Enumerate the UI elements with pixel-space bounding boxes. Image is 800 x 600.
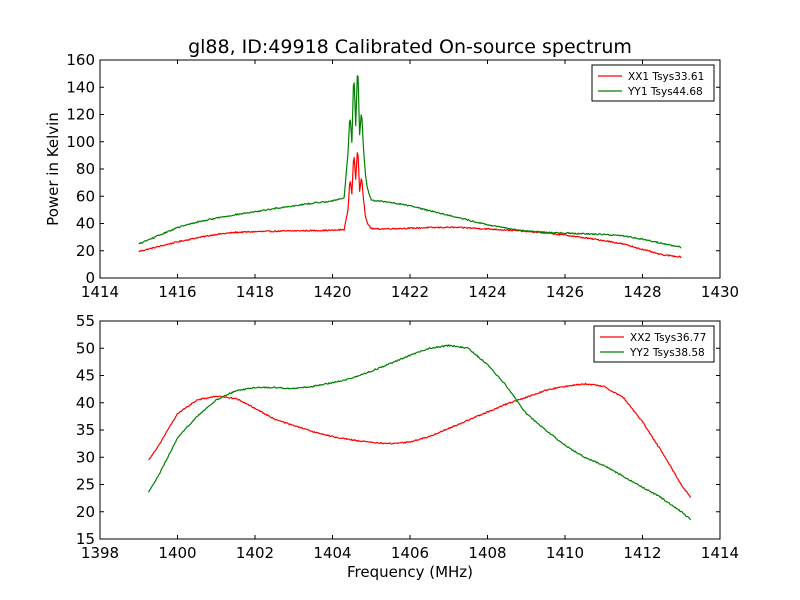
bottom-series-group — [147, 344, 692, 521]
top-y-tick-label: 100 — [66, 133, 95, 151]
top-y-tick-label: 0 — [85, 269, 95, 287]
top-y-tick-label: 40 — [76, 215, 95, 233]
top-series-group — [138, 75, 682, 259]
top-axes: 1414 1416 1418 1420 1422 1424 1426 1428 1430 0 20 4… — [44, 51, 739, 301]
top-y-tick-label: 80 — [76, 160, 95, 178]
bottom-y-tick-label: 40 — [76, 394, 95, 412]
top-x-tick-label: 1420 — [313, 283, 351, 301]
bottom-y-tick-label: 50 — [76, 339, 95, 357]
top-series-line-2 — [138, 75, 682, 249]
top-y-tick-label: 140 — [66, 78, 95, 96]
bottom-x-tick-label: 1400 — [158, 544, 196, 562]
bottom-x-tick-label: 1402 — [236, 544, 274, 562]
top-y-tick-label: 120 — [66, 106, 95, 124]
top-x-tick-label: 1422 — [391, 283, 429, 301]
top-x-tick-label: 1430 — [701, 283, 739, 301]
bottom-x-axis-label: Frequency (MHz) — [347, 563, 473, 581]
figure-title: gl88, ID:49918 Calibrated On-source spec… — [188, 36, 632, 58]
top-y-tick-label: 60 — [76, 187, 95, 205]
bottom-x-tick-label: 1410 — [546, 544, 584, 562]
top-x-tick-label: 1424 — [468, 283, 506, 301]
top-legend-label: YY1 Tsys44.68 — [627, 86, 703, 98]
bottom-y-tick-label: 30 — [76, 448, 95, 466]
top-x-tick-label: 1416 — [158, 283, 196, 301]
bottom-y-tick-label: 55 — [76, 312, 95, 330]
top-y-axis-label: Power in Kelvin — [44, 112, 62, 226]
bottom-y-tick-label: 25 — [76, 476, 95, 494]
top-y-tick-label: 160 — [66, 51, 95, 69]
bottom-y-tick-label: 15 — [76, 530, 95, 548]
bottom-x-tick-label: 1414 — [701, 544, 739, 562]
top-legend-box — [591, 64, 715, 102]
top-y-tick-label: 20 — [76, 242, 95, 260]
bottom-legend: XX2 Tsys36.77 YY2 Tsys38.58 — [593, 325, 715, 363]
bottom-y-tick-label: 20 — [76, 503, 95, 521]
bottom-legend-label: YY2 Tsys38.58 — [629, 347, 705, 359]
bottom-series-line-2 — [147, 344, 692, 521]
top-x-tick-label: 1418 — [236, 283, 274, 301]
bottom-y-tick-label: 35 — [76, 421, 95, 439]
bottom-x-tick-label: 1408 — [468, 544, 506, 562]
top-x-tick-label: 1428 — [623, 283, 661, 301]
bottom-y-tick-label: 45 — [76, 367, 95, 385]
top-legend: XX1 Tsys33.61 YY1 Tsys44.68 — [591, 64, 715, 102]
top-legend-label: XX1 Tsys33.61 — [628, 71, 704, 83]
bottom-legend-box — [593, 325, 715, 363]
bottom-series-line-1 — [148, 382, 692, 498]
bottom-axes: 1398 1400 1402 1404 1406 1408 1410 1412 1414 15 20… — [76, 312, 739, 581]
top-series-line-1 — [138, 152, 682, 259]
top-x-tick-label: 1426 — [546, 283, 584, 301]
bottom-x-tick-label: 1406 — [391, 544, 429, 562]
bottom-x-tick-label: 1404 — [313, 544, 351, 562]
top-x-tick-label: 1414 — [81, 283, 119, 301]
bottom-x-tick-label: 1412 — [623, 544, 661, 562]
bottom-legend-label: XX2 Tsys36.77 — [630, 332, 706, 344]
bottom-x-tick-label: 1398 — [81, 544, 119, 562]
